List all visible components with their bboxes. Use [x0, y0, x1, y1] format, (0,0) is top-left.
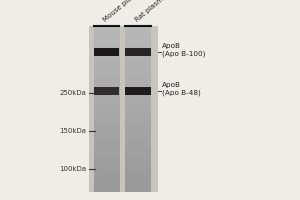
Text: 100kDa: 100kDa: [59, 166, 86, 172]
Bar: [94, 87, 119, 95]
Bar: [125, 87, 151, 95]
Text: ApoB
(Apo B-100): ApoB (Apo B-100): [162, 43, 206, 57]
Text: Mouse plasma: Mouse plasma: [103, 0, 145, 23]
Bar: [125, 48, 151, 56]
Text: 250kDa: 250kDa: [59, 90, 86, 96]
Bar: [88, 26, 158, 192]
Text: 150kDa: 150kDa: [59, 128, 86, 134]
Text: Rat plasma: Rat plasma: [134, 0, 168, 23]
Bar: [94, 48, 119, 56]
Text: ApoB
(Apo B-48): ApoB (Apo B-48): [162, 82, 201, 96]
